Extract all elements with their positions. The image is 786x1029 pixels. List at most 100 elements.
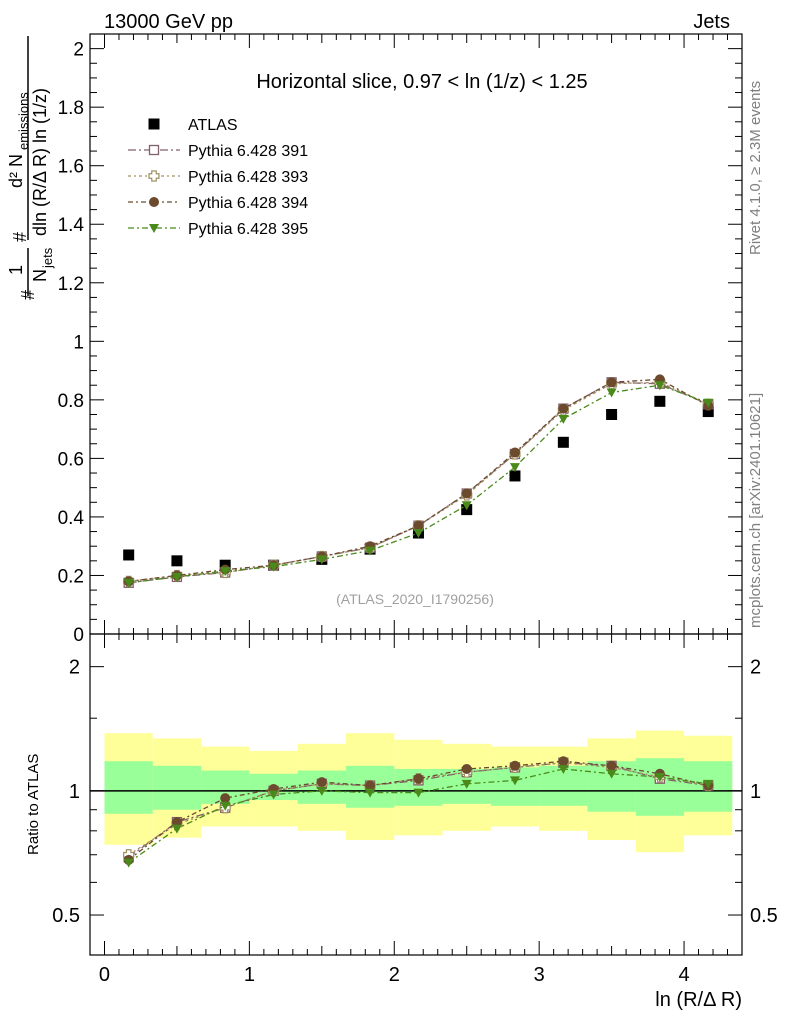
header-jets: Jets [693,11,730,33]
ratio-point [461,763,472,774]
legend-marker [149,197,159,207]
main-y-tick-label: 1.6 [58,157,84,178]
ratio-point [171,824,182,834]
x-tick-label: 0 [99,964,110,986]
x-axis-label: ln (R/Δ R) [655,989,742,1011]
ratio-point [220,801,231,811]
ratio-y-tick-label-left: 1 [69,781,80,803]
main-point [461,501,472,511]
main-y-tick-label: 1.8 [58,98,84,119]
legend-label: Pythia 6.428 395 [188,221,308,238]
ratio-y-tick-label-right: 1 [750,781,761,803]
ylabel-hash2: # [10,232,30,242]
main-point [557,436,569,448]
ratio-point [703,779,714,789]
watermark: (ATLAS_2020_I1790256) [336,591,494,607]
legend-marker [149,224,159,233]
main-point [123,549,135,561]
main-point [413,520,424,531]
main-series-line [128,384,709,584]
main-point [558,414,569,424]
main-point [702,406,714,418]
ratio-y-label: Ratio to ATLAS [25,754,42,855]
legend-label: ATLAS [188,117,238,134]
main-y-tick-label: 1.4 [58,215,85,236]
main-point [558,403,569,414]
ylabel-frac2-den: dln (R/Δ R) ln (1/z) [30,88,50,236]
main-series-line [128,381,709,584]
main-series-line [128,381,709,582]
plot-title: Horizontal slice, 0.97 < ln (1/z) < 1.25 [256,71,587,93]
main-y-tick-label: 0.8 [58,391,84,412]
main-point [509,447,520,458]
x-tick-label: 1 [244,964,255,986]
main-point [413,529,424,539]
ratio-point [509,760,520,771]
ratio-y-tick-label-left: 0.5 [52,905,80,927]
main-y-tick-label: 0.2 [58,566,84,587]
mcplots-label: mcplots.cern.ch [arXiv:2401.10621] [747,393,764,628]
ratio-point [654,773,665,783]
ratio-point [171,817,182,828]
ratio-band-green [490,767,540,806]
main-point [703,398,714,408]
rivet-label: Rivet 4.1.0, ≥ 2.3M events [747,81,764,255]
main-y-tick-label: 0 [73,625,84,646]
ratio-point [316,786,327,796]
x-tick-label: 2 [389,964,400,986]
main-point [171,572,182,582]
legend-marker [148,170,160,182]
legend-marker [148,118,160,130]
main-point [654,395,666,407]
ratio-point [220,793,231,804]
ratio-point [606,769,617,779]
ylabel-frac1-den: N [30,269,50,282]
main-point [461,488,472,499]
ylabel-frac1-den-sub: jets [40,247,55,269]
main-point [509,463,520,473]
ratio-point [413,788,424,798]
main-y-tick-label: 2 [73,40,84,61]
main-y-tick-label: 0.4 [58,508,85,529]
main-point [606,388,617,398]
ratio-point [558,756,569,767]
main-series-line [128,378,709,582]
ylabel-frac1-num: 1 [6,265,26,275]
main-point [509,470,521,482]
ratio-point [606,760,617,771]
main-point [365,546,376,556]
legend-label: Pythia 6.428 391 [188,143,308,160]
ratio-point [316,777,327,788]
main-y-tick-label: 1 [73,332,84,353]
main-point [123,578,134,588]
main-point [316,555,327,565]
main-point [171,555,183,567]
legend-label: Pythia 6.428 393 [188,169,308,186]
main-y-tick-label: 0.6 [58,449,84,470]
ratio-band-green [635,758,685,816]
ratio-y-tick-label-left: 2 [69,657,80,679]
legend-label: Pythia 6.428 394 [188,195,308,212]
legend-marker [148,144,160,156]
ratio-band-green [152,765,202,810]
ratio-point [365,788,376,798]
ratio-point [123,858,134,868]
ratio-point [509,776,520,786]
main-point [606,377,617,388]
ratio-y-tick-label-right: 0.5 [750,905,778,927]
main-point [654,381,665,391]
ratio-y-tick-label-right: 2 [750,657,761,679]
ratio-frame [89,633,743,956]
ratio-point [461,779,472,789]
ylabel-frac2-num: d² N [6,154,26,188]
x-tick-label: 3 [534,964,545,986]
main-y-tick-label: 1.2 [58,274,84,295]
main-point [268,562,279,572]
ratio-point [558,764,569,774]
ratio-band-green [104,761,153,814]
header-energy: 13000 GeV pp [104,11,233,33]
main-point [606,408,618,420]
main-point [220,567,231,577]
ratio-point [413,773,424,784]
